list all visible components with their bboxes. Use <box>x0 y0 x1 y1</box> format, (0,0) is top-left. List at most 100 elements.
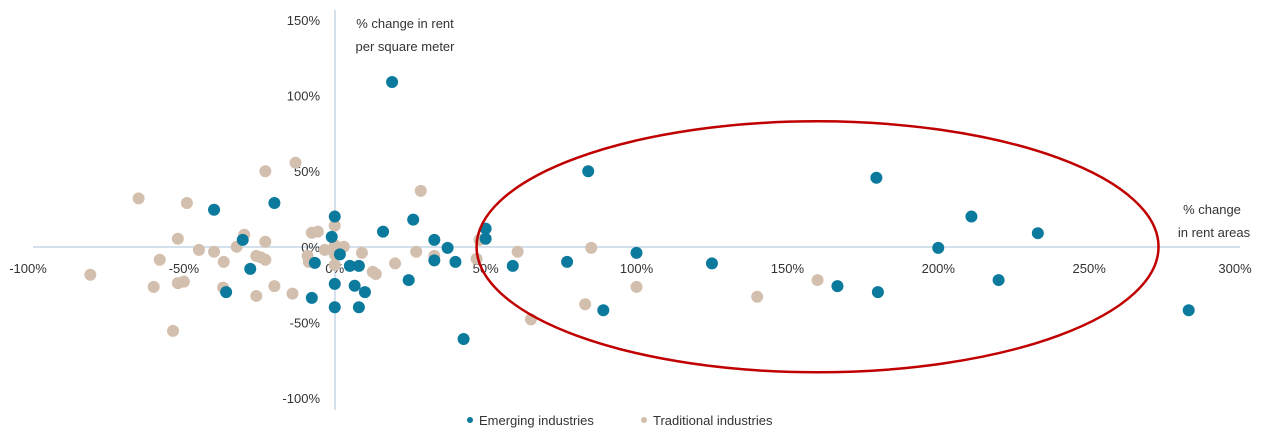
point-emerging-industries <box>402 274 415 287</box>
legend-label-emerging: Emerging industries <box>479 413 594 428</box>
point-emerging-industries <box>236 233 249 246</box>
point-traditional-industries <box>289 156 302 169</box>
point-emerging-industries <box>932 241 945 254</box>
x-tick-label: 100% <box>620 261 654 276</box>
point-traditional-industries <box>286 287 299 300</box>
point-emerging-industries <box>348 279 361 292</box>
highlight-ellipse <box>475 120 1160 374</box>
legend-marker-emerging <box>467 417 473 423</box>
point-emerging-industries <box>325 230 338 243</box>
point-traditional-industries <box>579 298 592 311</box>
point-emerging-industries <box>333 248 346 261</box>
point-emerging-industries <box>965 210 978 223</box>
point-traditional-industries <box>369 268 382 281</box>
point-traditional-industries <box>585 241 598 254</box>
point-emerging-industries <box>358 286 371 299</box>
y-axis-title-line2: per square meter <box>356 39 456 54</box>
point-traditional-industries <box>259 165 272 178</box>
point-traditional-industries <box>250 289 263 302</box>
legend-marker-traditional <box>641 417 647 423</box>
legend: Emerging industries Traditional industri… <box>467 413 773 428</box>
point-traditional-industries <box>84 268 97 281</box>
point-emerging-industries <box>630 246 643 259</box>
point-emerging-industries <box>428 254 441 267</box>
point-traditional-industries <box>318 243 331 256</box>
y-axis-title-line1: % change in rent <box>356 16 454 31</box>
point-traditional-industries <box>511 245 524 258</box>
x-tick-label: 150% <box>771 261 805 276</box>
point-emerging-industries <box>305 291 318 304</box>
x-tick-label: -100% <box>9 261 47 276</box>
point-emerging-industries <box>352 259 365 272</box>
data-points <box>84 75 1195 346</box>
x-axis-title-line1: % change <box>1183 202 1241 217</box>
point-traditional-industries <box>328 219 341 232</box>
point-traditional-industries <box>132 192 145 205</box>
point-traditional-industries <box>751 290 764 303</box>
point-traditional-industries <box>217 255 230 268</box>
point-traditional-industries <box>208 245 221 258</box>
point-traditional-industries <box>167 324 180 337</box>
point-emerging-industries <box>479 232 492 245</box>
point-emerging-industries <box>449 255 462 268</box>
x-tick-label: 300% <box>1218 261 1252 276</box>
point-emerging-industries <box>220 286 233 299</box>
point-traditional-industries <box>180 196 193 209</box>
point-traditional-industries <box>153 253 166 266</box>
point-traditional-industries <box>311 225 324 238</box>
point-emerging-industries <box>597 304 610 317</box>
point-traditional-industries <box>259 235 272 248</box>
y-tick-label: 150% <box>287 13 321 28</box>
point-emerging-industries <box>428 233 441 246</box>
point-traditional-industries <box>171 232 184 245</box>
point-emerging-industries <box>1182 304 1195 317</box>
legend-label-traditional: Traditional industries <box>653 413 773 428</box>
point-emerging-industries <box>1031 227 1044 240</box>
x-tick-label: 250% <box>1073 261 1107 276</box>
point-emerging-industries <box>328 277 341 290</box>
point-traditional-industries <box>389 257 402 270</box>
point-traditional-industries <box>414 184 427 197</box>
point-traditional-industries <box>259 253 272 266</box>
point-traditional-industries <box>410 245 423 258</box>
point-traditional-industries <box>192 243 205 256</box>
point-emerging-industries <box>308 256 321 269</box>
point-traditional-industries <box>328 258 341 271</box>
point-emerging-industries <box>870 171 883 184</box>
y-tick-label: -50% <box>290 315 321 330</box>
point-emerging-industries <box>871 286 884 299</box>
x-tick-label: -50% <box>169 261 200 276</box>
point-traditional-industries <box>268 280 281 293</box>
point-emerging-industries <box>244 262 257 275</box>
point-emerging-industries <box>343 259 356 272</box>
x-tick-label: 200% <box>922 261 956 276</box>
point-emerging-industries <box>582 165 595 178</box>
point-emerging-industries <box>831 280 844 293</box>
point-emerging-industries <box>208 203 221 216</box>
y-tick-label: 50% <box>294 164 320 179</box>
point-emerging-industries <box>992 274 1005 287</box>
point-emerging-industries <box>328 301 341 314</box>
point-traditional-industries <box>147 280 160 293</box>
point-traditional-industries <box>811 274 824 287</box>
point-emerging-industries <box>407 213 420 226</box>
point-emerging-industries <box>386 75 399 88</box>
point-emerging-industries <box>561 255 574 268</box>
point-emerging-industries <box>268 196 281 209</box>
point-emerging-industries <box>377 225 390 238</box>
point-emerging-industries <box>441 241 454 254</box>
point-emerging-industries <box>328 210 341 223</box>
x-axis-title-line2: in rent areas <box>1178 225 1251 240</box>
point-emerging-industries <box>506 259 519 272</box>
point-emerging-industries <box>705 257 718 270</box>
point-traditional-industries <box>355 246 368 259</box>
point-emerging-industries <box>352 301 365 314</box>
y-tick-labels: -100%-50%0%50%100%150% <box>282 13 320 406</box>
point-traditional-industries <box>177 275 190 288</box>
point-emerging-industries <box>457 333 470 346</box>
y-tick-label: 100% <box>287 89 321 104</box>
point-traditional-industries <box>630 280 643 293</box>
x-tick-labels: -100%-50%0%50%100%150%200%250%300% <box>9 261 1252 276</box>
y-tick-label: -100% <box>282 391 320 406</box>
